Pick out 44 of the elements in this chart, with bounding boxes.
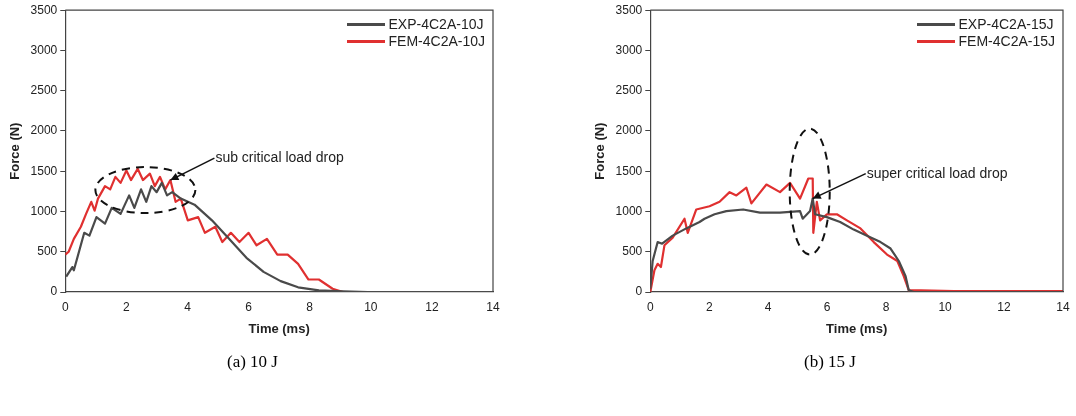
x-axis-title: Time (ms) — [826, 320, 888, 336]
legend-label: EXP-4C2A-15J — [958, 16, 1054, 34]
y-tick-label: 500 — [37, 244, 58, 259]
x-tick-label: 4 — [184, 299, 192, 314]
x-tick-label: 2 — [123, 299, 131, 314]
y-tick-label: 0 — [50, 284, 58, 299]
x-tick-label: 6 — [823, 299, 831, 314]
x-tick-label: 4 — [764, 299, 772, 314]
legend-label: FEM-4C2A-15J — [958, 33, 1055, 51]
text: (b) 15 J — [803, 352, 857, 372]
y-tick-label: 2500 — [615, 83, 643, 98]
y-tick-label: 2000 — [615, 123, 643, 138]
x-tick-label: 2 — [705, 299, 713, 314]
x-tick-label: 14 — [1056, 299, 1070, 314]
y-tick-label: 3500 — [615, 2, 643, 17]
x-tick-label: 0 — [646, 299, 654, 314]
x-axis-title: Time (ms) — [248, 320, 310, 336]
y-tick-label: 1500 — [615, 163, 643, 178]
y-tick-label: 1000 — [615, 203, 643, 218]
text: (a) 10 J — [226, 352, 279, 372]
y-tick-label: 3000 — [615, 42, 643, 57]
x-tick-label: 10 — [364, 299, 378, 314]
y-tick-label: 500 — [622, 244, 643, 259]
x-tick-label: 8 — [882, 299, 890, 314]
legend-label: FEM-4C2A-10J — [388, 33, 485, 51]
legend-label: EXP-4C2A-10J — [388, 16, 484, 34]
y-tick-label: 0 — [635, 284, 643, 299]
x-tick-label: 8 — [306, 299, 314, 314]
y-axis-title: Force (N) — [592, 122, 608, 180]
y-axis-title: Force (N) — [7, 122, 23, 180]
y-tick-label: 2000 — [30, 123, 58, 138]
x-tick-label: 10 — [938, 299, 953, 314]
y-tick-label: 1500 — [30, 163, 58, 178]
y-tick-label: 1000 — [30, 203, 58, 218]
x-tick-label: 6 — [245, 299, 253, 314]
x-tick-label: 14 — [486, 299, 500, 314]
y-tick-label: 3000 — [30, 42, 58, 57]
y-tick-label: 2500 — [30, 83, 58, 98]
annotation: super critical load drop — [866, 164, 1008, 181]
annotation: sub critical load drop — [215, 149, 344, 166]
y-tick-label: 3500 — [30, 2, 58, 17]
x-tick-label: 12 — [425, 299, 439, 314]
x-tick-label: 0 — [61, 299, 69, 314]
x-tick-label: 12 — [997, 299, 1012, 314]
